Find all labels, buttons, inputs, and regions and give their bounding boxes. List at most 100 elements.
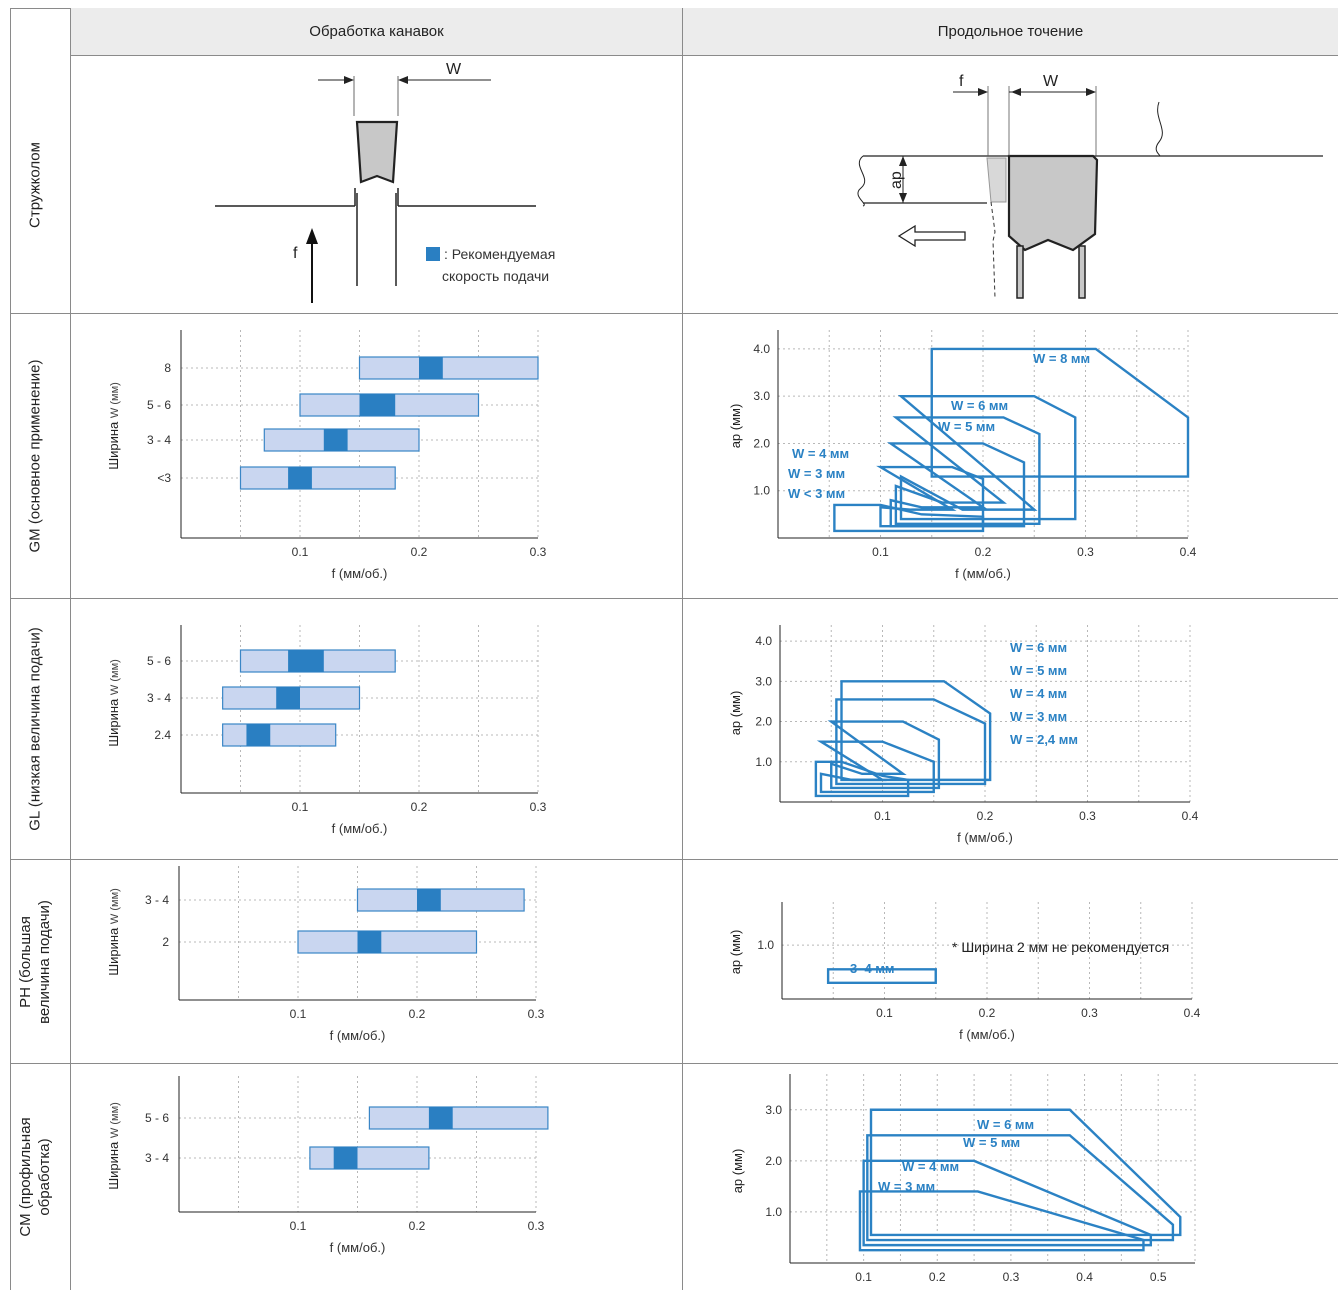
x-tick-label: 0.4 [1184,1006,1201,1020]
x-tick-label: 0.2 [977,809,994,823]
x-axis-label: f (мм/об.) [332,566,388,581]
y-tick-label: 2.4 [154,728,171,742]
y-tick-label: 5 - 6 [147,398,171,412]
gl-turning-chart: 0.1 0.2 0.3 0.4 1.0 2.0 3.0 4.0 f (мм/об.) ap (мм… [728,625,1199,845]
x-tick-label: 0.4 [1180,545,1197,559]
y-tick-label: 2.0 [753,436,770,450]
series-label: W = 6 мм [951,398,1008,413]
recommended-bar [359,394,396,416]
row-label-text: Стружколом [26,141,44,228]
x-tick-label: 0.3 [528,1007,545,1021]
y-tick-label: 3.0 [765,1103,782,1117]
x-tick-label: 0.1 [290,1007,307,1021]
x-tick-label: 0.3 [528,1219,545,1233]
x-tick-label: 0.1 [874,809,891,823]
x-tick-label: 0.1 [290,1219,307,1233]
turning-ap-label: ap [888,171,905,189]
series-label: W = 4 мм [1010,686,1067,701]
col-divider [682,8,683,1290]
x-tick-label: 0.2 [409,1219,426,1233]
turning-f-label: f [959,73,964,90]
series-label: W = 5 мм [963,1135,1020,1150]
x-tick-label: 0.1 [292,800,309,814]
series-label: W = 8 мм [1033,351,1090,366]
y-axis-label-unit: W (мм) [109,659,121,695]
envelope-polygon [840,680,992,782]
col-divider [70,8,71,1290]
turning-diagram: ap f W [857,73,1323,299]
x-tick-label: 0.2 [411,800,428,814]
recommended-bar [419,357,443,379]
x-tick-label: 0.2 [929,1270,946,1284]
row-label-line: обработка) [36,1138,53,1216]
recommended-bar [357,931,382,953]
y-tick-label: 3 - 4 [145,893,169,907]
y-axis-label-unit: W (мм) [109,888,121,924]
range-bar [309,1146,430,1170]
envelope-polygon [827,720,941,790]
y-axis-label-main: Ширина [106,418,121,470]
x-axis-label: f (мм/об.) [332,821,388,836]
x-tick-label: 0.2 [975,545,992,559]
y-axis-label: Ширина W (мм) [106,1102,121,1190]
row-label-text: PH (большая величина подачи) [16,900,54,1024]
row-label-line: величина подачи) [36,899,53,1024]
y-tick-label: 3.0 [755,674,772,688]
y-tick-label: 3.0 [753,389,770,403]
legend: : Рекомендуемая скорость подачи [426,243,555,287]
x-tick-label: 0.2 [409,1007,426,1021]
y-tick-label: 2 [162,935,169,949]
y-tick-label: 3 - 4 [147,691,171,705]
series-label: W = 6 мм [977,1117,1034,1132]
recommended-bar [246,724,271,746]
x-axis-label: f (мм/об.) [959,1027,1015,1042]
envelope-polygon [866,1134,1175,1242]
series-label: W = 5 мм [1010,663,1067,678]
chart-note: * Ширина 2 мм не рекомендуется [952,939,1169,955]
x-axis-label: f (мм/об.) [330,1028,386,1043]
envelope-polygon [869,1108,1182,1237]
x-tick-label: 0.3 [1081,1006,1098,1020]
series-label: W = 3 мм [1010,709,1067,724]
y-axis-label-unit: W (мм) [109,1102,121,1138]
recommended-bar [288,467,312,489]
row-label-gl: GL (низкая величина подачи) [0,599,70,859]
header-grooving-label: Обработка канавок [309,23,444,40]
gl-grooving-chart: 5 - 6 3 - 4 2.4 0.1 0.2 0.3 f (мм/об.) Ширина W… [106,625,547,836]
row-label-line: CM (профильная [17,1117,34,1237]
recommended-bar [428,1107,453,1129]
x-tick-label: 0.1 [855,1270,872,1284]
row-label-text: CM (профильная обработка) [16,1117,54,1236]
envelope-polygon [897,394,1077,521]
grooving-diagram: W f [215,61,536,303]
y-tick-label: 5 - 6 [145,1111,169,1125]
y-axis-label: ap (мм) [728,930,743,975]
y-axis-label: ap (мм) [728,404,743,449]
row-divider [10,598,1338,599]
recommended-bar [276,687,300,709]
series-label: W = 2,4 мм [1010,732,1078,747]
recommended-bar [288,650,324,672]
y-axis-label-main: Ширина [106,924,121,976]
envelope-polygon [862,1159,1153,1247]
y-tick-label: 4.0 [755,634,772,648]
series-label: W = 6 мм [1010,640,1067,655]
y-tick-label: 2.0 [755,715,772,729]
x-tick-label: 0.1 [292,545,309,559]
envelope-polygon [814,760,910,798]
y-tick-label: 1.0 [755,755,772,769]
row-label-cm: CM (профильная обработка) [0,1064,70,1290]
y-tick-label: 8 [164,361,171,375]
series-label: W = 3 мм [878,1179,935,1194]
row-divider [10,313,1338,314]
recommended-bar [323,429,348,451]
table-left-border [10,8,11,1290]
x-axis-label: f (мм/об.) [330,1240,386,1255]
series-label: W = 3 мм [788,466,845,481]
recommended-bar [333,1147,358,1169]
legend-line1: : Рекомендуемая [444,246,556,262]
y-axis-label-main: Ширина [106,1138,121,1190]
x-tick-label: 0.4 [1182,809,1199,823]
x-tick-label: 0.5 [1150,1270,1167,1284]
row-label-text: GL (низкая величина подачи) [26,627,44,831]
